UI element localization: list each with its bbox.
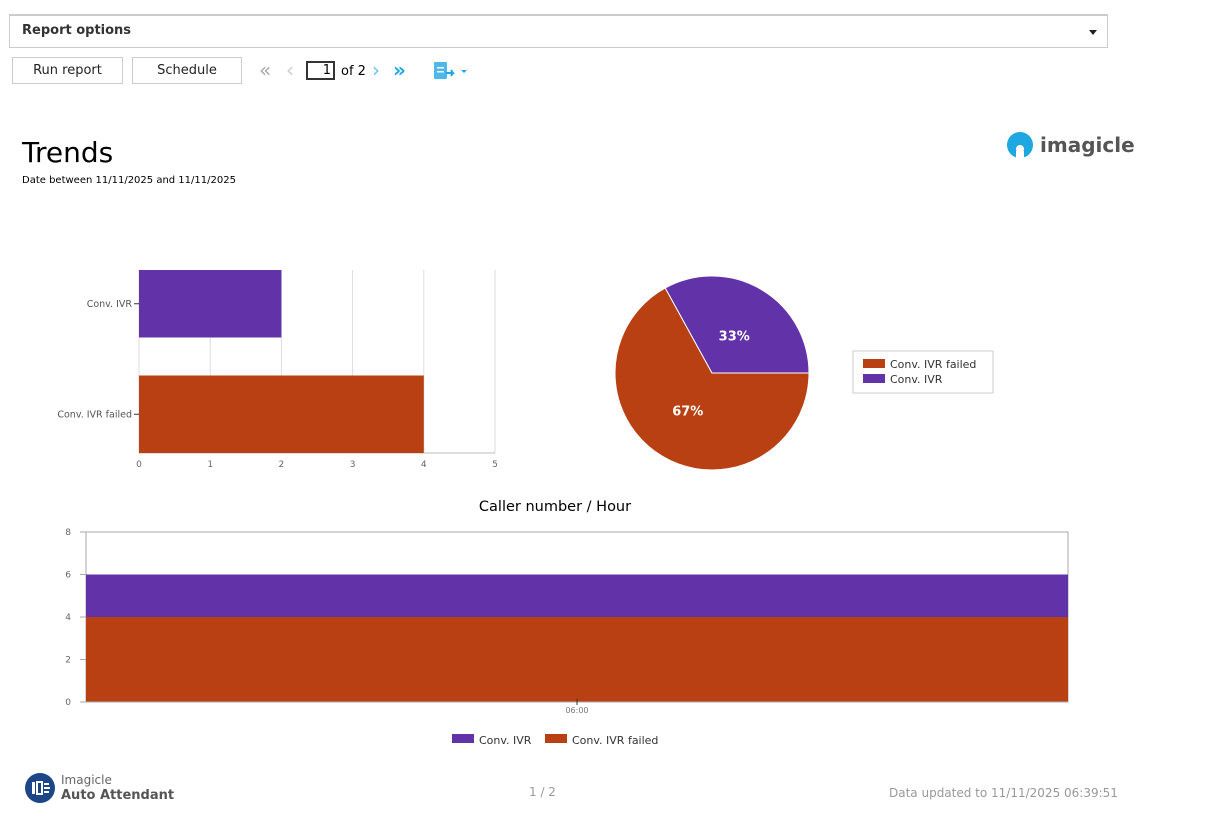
- report-options-panel[interactable]: Report options: [9, 14, 1108, 48]
- auto-attendant-icon: [25, 773, 55, 803]
- pie-label: 33%: [719, 329, 750, 344]
- brand-top: Imagicle: [61, 773, 112, 787]
- bar-x-tick: 1: [207, 460, 213, 470]
- footer-page: 1 / 2: [529, 785, 556, 799]
- pie-legend-label: Conv. IVR failed: [890, 358, 976, 371]
- last-page-icon[interactable]: »: [393, 58, 406, 82]
- area-legend-swatch: [545, 734, 567, 743]
- bar-x-tick: 3: [350, 460, 356, 470]
- bar-conv-ivr: [139, 270, 282, 338]
- area-y-label: 4: [65, 613, 71, 623]
- area-legend-label: Conv. IVR failed: [572, 734, 658, 747]
- pie-slice: [664, 275, 810, 374]
- export-icon[interactable]: [432, 60, 470, 82]
- pie-legend-label: Conv. IVR: [890, 373, 943, 386]
- page-count: of 2: [341, 64, 366, 79]
- run-report-button[interactable]: Run report: [12, 57, 123, 84]
- report-options-label: Report options: [22, 23, 132, 38]
- page-number-input[interactable]: 1: [306, 61, 335, 80]
- bar-conv-ivr-failed: [139, 375, 424, 453]
- chevron-down-icon[interactable]: [1089, 30, 1097, 35]
- area-y-label: 0: [65, 698, 71, 708]
- report-title: Trends: [22, 136, 114, 169]
- area-y-label: 6: [65, 571, 71, 581]
- bar-x-tick: 5: [492, 460, 498, 470]
- imagicle-logo-text: imagicle: [1040, 133, 1135, 157]
- area-y-label: 8: [65, 528, 71, 538]
- pie-legend-swatch: [863, 359, 885, 368]
- bar-x-tick: 4: [421, 460, 427, 470]
- pie-legend: [852, 350, 994, 394]
- area-legend-label: Conv. IVR: [479, 734, 532, 747]
- bar-y-label: Conv. IVR failed: [57, 409, 132, 420]
- area-x-label: 06:00: [565, 706, 588, 715]
- pie-label: 67%: [672, 405, 703, 420]
- bar-x-tick: 2: [279, 460, 285, 470]
- imagicle-logo: imagicle: [1006, 131, 1135, 159]
- area-legend-swatch: [452, 734, 474, 743]
- report-subtitle: Date between 11/11/2025 and 11/11/2025: [22, 175, 236, 186]
- footer-updated: Data updated to 11/11/2025 06:39:51: [889, 786, 1118, 800]
- area-chart-title: Caller number / Hour: [479, 499, 631, 515]
- brand-bottom: Auto Attendant: [61, 788, 175, 803]
- bar-y-label: Conv. IVR: [87, 299, 133, 310]
- area-conv-ivr: [86, 574, 1068, 617]
- bar-x-tick: 0: [136, 460, 142, 470]
- area-conv-ivr-failed: [86, 617, 1068, 702]
- prev-page-icon[interactable]: ‹: [286, 58, 294, 82]
- imagicle-logo-icon: [1007, 132, 1033, 159]
- next-page-icon[interactable]: ›: [372, 58, 380, 82]
- product-logo: Imagicle Auto Attendant: [24, 772, 174, 804]
- pie-legend-swatch: [863, 374, 885, 383]
- area-y-label: 2: [65, 656, 71, 666]
- first-page-icon[interactable]: «: [259, 58, 272, 82]
- schedule-button[interactable]: Schedule: [132, 57, 242, 84]
- pie-slice: [614, 287, 810, 471]
